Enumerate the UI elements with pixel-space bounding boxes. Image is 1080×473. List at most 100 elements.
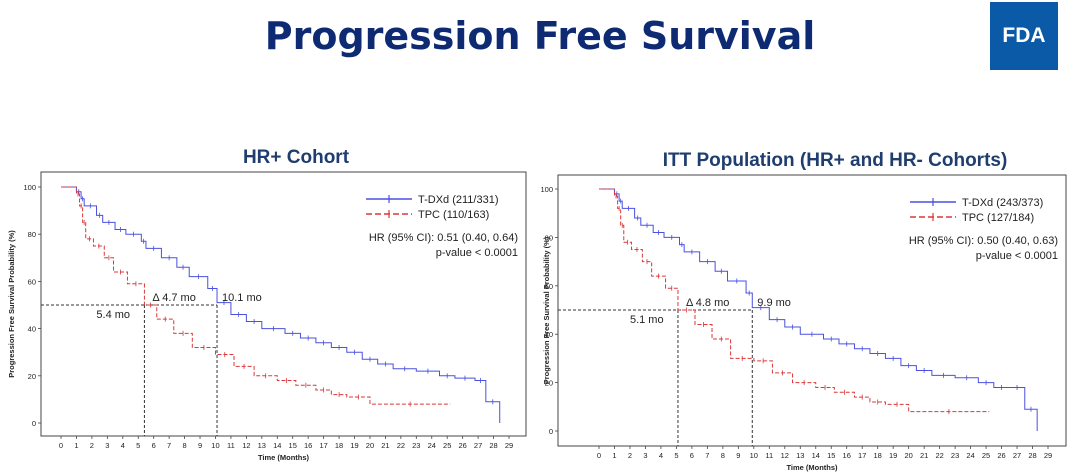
- x-tick-label: 4: [121, 441, 125, 450]
- y-tick-label: 0: [549, 427, 553, 436]
- x-tick-label: 11: [227, 441, 235, 450]
- x-tick-label: 27: [474, 441, 482, 450]
- median-label-tdxd: 9.9 mo: [757, 297, 791, 309]
- x-tick-label: 4: [659, 451, 663, 460]
- y-tick-label: 80: [28, 230, 36, 239]
- x-tick-label: 29: [1044, 451, 1052, 460]
- x-tick-label: 19: [889, 451, 897, 460]
- x-tick-label: 8: [721, 451, 725, 460]
- legend-label-1: TPC (127/184): [962, 212, 1034, 224]
- fda-logo-text: FDA: [1002, 24, 1046, 47]
- p-value-text: p-value < 0.0001: [436, 247, 518, 259]
- x-tick-label: 0: [597, 451, 601, 460]
- x-tick-label: 17: [858, 451, 866, 460]
- chart-panel-0: 0 1 2 3 4 5 6 7 8 9 10 11 12 13 14 15 16 17 18 19 20 21 22 23 24…: [7, 171, 527, 462]
- x-tick-label: 25: [443, 441, 451, 450]
- x-tick-label: 23: [951, 451, 959, 460]
- x-tick-label: 7: [705, 451, 709, 460]
- x-tick-label: 16: [843, 451, 851, 460]
- x-tick-label: 14: [273, 441, 281, 450]
- x-tick-label: 26: [458, 441, 466, 450]
- x-tick-label: 21: [920, 451, 928, 460]
- x-tick-label: 25: [982, 451, 990, 460]
- y-tick-label: 60: [545, 282, 553, 291]
- x-tick-label: 3: [643, 451, 647, 460]
- y-tick-label: 60: [28, 277, 36, 286]
- x-tick-label: 20: [904, 451, 912, 460]
- series-line-1: [61, 186, 451, 405]
- y-tick-label: 100: [540, 185, 553, 194]
- median-difference-label: Δ 4.7 mo: [152, 292, 195, 304]
- x-tick-label: 1: [74, 441, 78, 450]
- x-tick-label: 12: [781, 451, 789, 460]
- x-tick-label: 1: [612, 451, 616, 460]
- x-axis-label: Time (Months): [258, 453, 310, 462]
- x-tick-label: 28: [489, 441, 497, 450]
- x-axis-label: Time (Months): [786, 463, 838, 472]
- x-tick-label: 8: [183, 441, 187, 450]
- x-tick-label: 15: [827, 451, 835, 460]
- legend-label-0: T-DXd (243/373): [962, 197, 1043, 209]
- y-tick-label: 40: [28, 325, 36, 334]
- y-tick-label: 100: [23, 183, 36, 192]
- x-tick-label: 13: [258, 441, 266, 450]
- x-tick-label: 28: [1028, 451, 1036, 460]
- x-tick-label: 16: [304, 441, 312, 450]
- p-value-text: p-value < 0.0001: [976, 250, 1058, 262]
- y-axis-label: Progression Free Survival Probability (%…: [7, 230, 16, 378]
- y-tick-label: 20: [545, 379, 553, 388]
- chart-panel-1: 0 1 2 3 4 5 6 7 8 9 10 11 12 13 14 15 16 17 18 19 20 21 22 23 24…: [540, 174, 1067, 472]
- x-tick-label: 21: [381, 441, 389, 450]
- x-tick-label: 9: [198, 441, 202, 450]
- y-axis-label: Progression Free Survival Probability (%…: [542, 236, 551, 384]
- y-tick-label: 0: [32, 419, 36, 428]
- x-tick-label: 14: [812, 451, 820, 460]
- x-tick-label: 29: [505, 441, 513, 450]
- x-tick-label: 0: [59, 441, 63, 450]
- fda-logo: FDA: [990, 2, 1058, 70]
- legend-label-0: T-DXd (211/331): [418, 194, 499, 206]
- y-tick-label: 80: [545, 233, 553, 242]
- x-tick-label: 6: [152, 441, 156, 450]
- x-tick-label: 10: [750, 451, 758, 460]
- chart-title-hr-cohort: HR+ Cohort: [242, 147, 350, 168]
- median-label-tdxd: 10.1 mo: [222, 292, 262, 304]
- x-tick-label: 20: [366, 441, 374, 450]
- x-tick-label: 18: [335, 441, 343, 450]
- chart-title-itt-population: ITT Population (HR+ and HR- Cohorts): [662, 150, 1008, 171]
- x-tick-label: 24: [428, 441, 436, 450]
- median-label-tpc: 5.4 mo: [96, 309, 130, 321]
- x-tick-label: 3: [105, 441, 109, 450]
- x-tick-label: 22: [935, 451, 943, 460]
- x-tick-label: 18: [874, 451, 882, 460]
- hazard-ratio-text: HR (95% CI): 0.51 (0.40, 0.64): [369, 232, 518, 244]
- y-tick-label: 20: [28, 372, 36, 381]
- x-tick-label: 17: [319, 441, 327, 450]
- y-tick-label: 40: [545, 330, 553, 339]
- x-tick-label: 10: [211, 441, 219, 450]
- x-tick-label: 13: [796, 451, 804, 460]
- x-tick-label: 27: [1013, 451, 1021, 460]
- x-tick-label: 23: [412, 441, 420, 450]
- page-title: Progression Free Survival: [264, 14, 816, 58]
- x-tick-label: 26: [997, 451, 1005, 460]
- plot-frame: [40, 171, 527, 437]
- x-tick-label: 11: [765, 451, 773, 460]
- series-line-0: [61, 186, 501, 423]
- median-label-tpc: 5.1 mo: [630, 314, 664, 326]
- hazard-ratio-text: HR (95% CI): 0.50 (0.40, 0.63): [909, 235, 1058, 247]
- x-tick-label: 24: [966, 451, 974, 460]
- x-tick-label: 2: [90, 441, 94, 450]
- series-line-1: [599, 188, 990, 413]
- x-tick-label: 15: [289, 441, 297, 450]
- x-tick-label: 7: [167, 441, 171, 450]
- legend-label-1: TPC (110/163): [418, 209, 489, 221]
- x-tick-label: 9: [736, 451, 740, 460]
- x-tick-label: 6: [690, 451, 694, 460]
- x-tick-label: 19: [350, 441, 358, 450]
- x-tick-label: 22: [397, 441, 405, 450]
- x-tick-label: 12: [242, 441, 250, 450]
- x-tick-label: 2: [628, 451, 632, 460]
- x-tick-label: 5: [136, 441, 140, 450]
